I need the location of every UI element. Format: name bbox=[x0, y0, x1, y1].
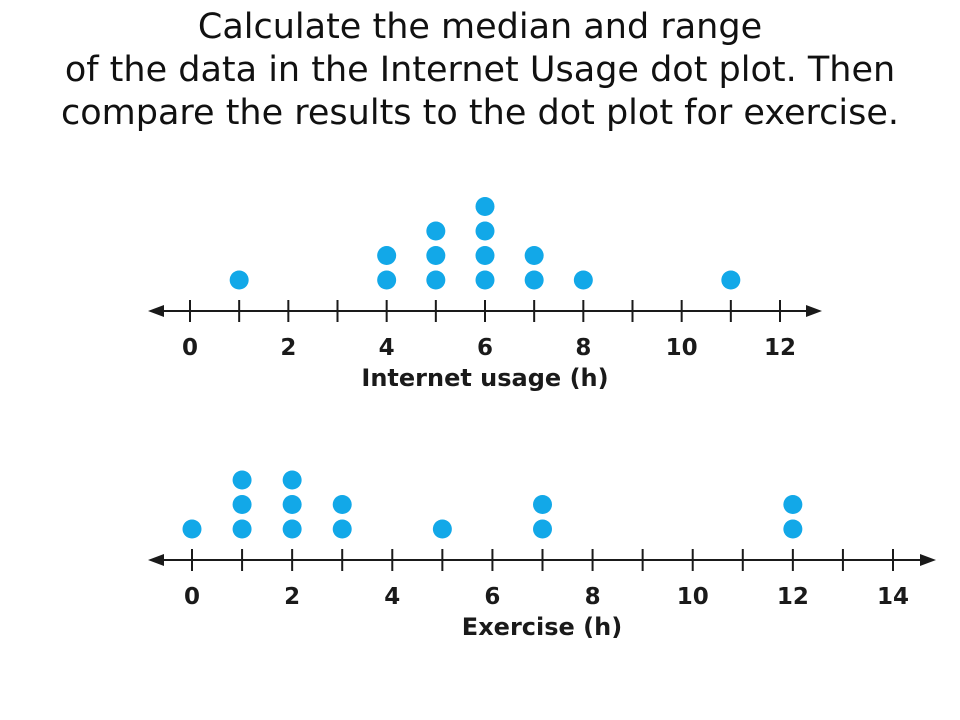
tick-label: 8 bbox=[575, 335, 591, 361]
x-axis-title: Internet usage (h) bbox=[361, 364, 608, 392]
data-dot bbox=[426, 221, 446, 241]
tick-label: 6 bbox=[477, 335, 493, 361]
data-dot bbox=[229, 270, 249, 290]
data-dot bbox=[783, 495, 803, 514]
data-dot bbox=[475, 246, 495, 265]
tick-label: 0 bbox=[182, 335, 198, 361]
exercise-dot-plot: 0 2 4 6 8 10 12 14 Exercise (h) bbox=[148, 470, 936, 641]
data-dot bbox=[282, 495, 302, 514]
tick-label: 0 bbox=[184, 584, 200, 610]
data-dot bbox=[573, 270, 593, 290]
tick-label: 4 bbox=[379, 335, 395, 361]
data-dot bbox=[475, 270, 495, 290]
tick-label: 10 bbox=[666, 335, 698, 361]
number-line bbox=[148, 300, 822, 322]
right-arrow-icon bbox=[806, 305, 822, 317]
data-dot bbox=[377, 246, 397, 265]
data-dot bbox=[332, 519, 352, 539]
tick-label: 8 bbox=[585, 584, 601, 610]
heading-line-1: Calculate the median and range bbox=[197, 7, 763, 47]
data-dot bbox=[182, 519, 202, 539]
tick-label: 12 bbox=[764, 335, 796, 361]
data-dot bbox=[232, 470, 252, 490]
data-dot bbox=[475, 221, 495, 241]
data-dot bbox=[432, 519, 452, 539]
tick-label: 2 bbox=[284, 584, 300, 610]
data-dot bbox=[524, 270, 544, 290]
data-dot bbox=[533, 495, 552, 514]
data-dot bbox=[426, 246, 446, 265]
data-dot bbox=[524, 246, 544, 265]
data-dot bbox=[533, 519, 552, 539]
heading-line-3: compare the results to the dot plot for … bbox=[61, 93, 899, 133]
tick-label: 10 bbox=[677, 584, 709, 610]
tick-label: 2 bbox=[280, 335, 296, 361]
question-heading: Calculate the median and range of the da… bbox=[0, 6, 960, 135]
tick-label: 4 bbox=[384, 584, 400, 610]
tick-label: 6 bbox=[484, 584, 500, 610]
number-line bbox=[148, 549, 936, 571]
data-dot bbox=[426, 270, 446, 290]
data-dot bbox=[783, 519, 803, 539]
data-dot bbox=[377, 270, 397, 290]
data-dot bbox=[475, 197, 495, 216]
data-dot bbox=[232, 519, 252, 539]
x-axis-title: Exercise (h) bbox=[462, 613, 622, 641]
heading-line-2: of the data in the Internet Usage dot pl… bbox=[64, 50, 896, 90]
data-dot bbox=[232, 495, 252, 514]
data-dot bbox=[282, 519, 302, 539]
data-dot bbox=[332, 495, 352, 514]
tick-label: 12 bbox=[777, 584, 809, 610]
tick-label: 14 bbox=[877, 584, 909, 610]
data-dot bbox=[721, 270, 741, 290]
right-arrow-icon bbox=[920, 554, 936, 566]
data-dot bbox=[282, 470, 302, 490]
left-arrow-icon bbox=[148, 305, 164, 317]
left-arrow-icon bbox=[148, 554, 164, 566]
internet-usage-dot-plot: 0 2 4 6 8 10 12 Internet usage (h) bbox=[148, 197, 822, 392]
